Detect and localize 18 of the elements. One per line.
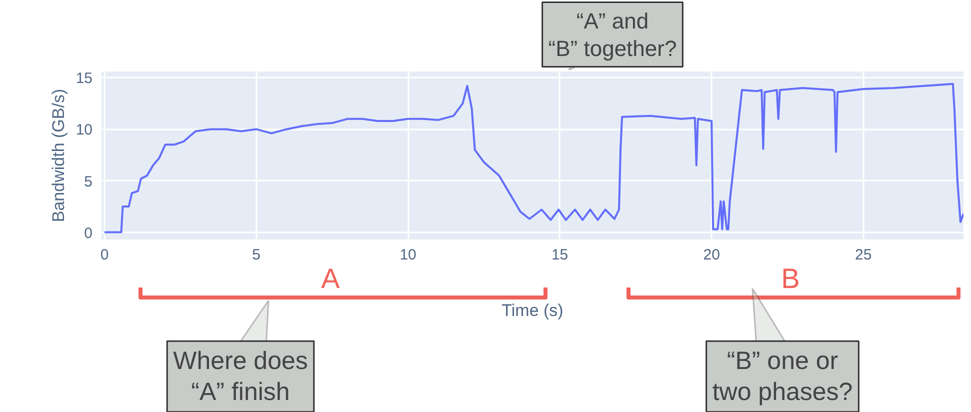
x-tick-label: 5 xyxy=(252,246,260,264)
x-axis-title: Time (s) xyxy=(502,301,564,320)
x-tick-label: 10 xyxy=(400,246,416,264)
y-axis-title: Bandwidth (GB/s) xyxy=(48,88,68,222)
text: Where does “A” finish xyxy=(173,347,308,406)
y-tick-label: 5 xyxy=(84,173,92,190)
y-tick-label: 10 xyxy=(76,122,93,139)
x-tick-label: 25 xyxy=(854,246,872,264)
x-tick-label: 20 xyxy=(703,246,720,264)
line-series xyxy=(104,82,964,234)
text: A xyxy=(321,263,340,294)
text: “A” and “B” together? xyxy=(548,8,677,61)
text: B xyxy=(781,263,800,294)
x-tick-label: 15 xyxy=(551,246,568,264)
y-tick-label: 15 xyxy=(76,70,93,88)
y-tick-label: 0 xyxy=(84,224,92,242)
text: “B” one or two phases? xyxy=(712,347,853,406)
x-tick-label: 0 xyxy=(100,246,109,264)
